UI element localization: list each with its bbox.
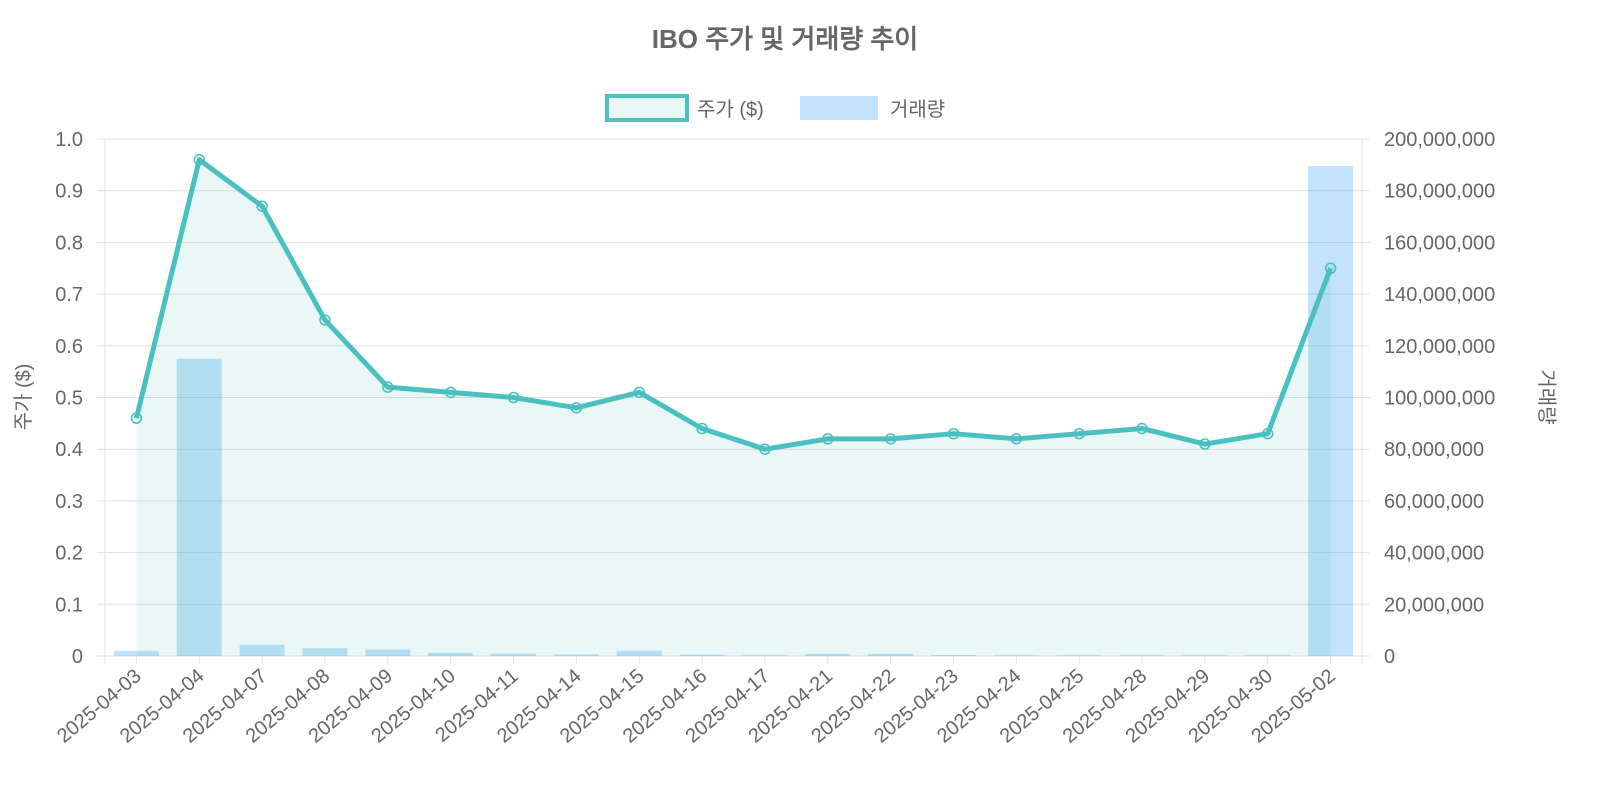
legend-label-volume[interactable]: 거래량 bbox=[890, 98, 945, 121]
volume-bar bbox=[679, 654, 725, 656]
y2-tick-label: 0 bbox=[1384, 646, 1395, 668]
y-tick-label: 0 bbox=[72, 646, 83, 668]
price-point bbox=[507, 391, 520, 404]
y-tick-label: 0.6 bbox=[55, 336, 83, 358]
volume-bar bbox=[993, 655, 1039, 656]
legend-label-price[interactable]: 주가 ($) bbox=[697, 98, 764, 121]
y2-tick-label: 20,000,000 bbox=[1384, 594, 1484, 616]
price-point bbox=[1136, 422, 1148, 435]
legend-swatch-price bbox=[605, 94, 689, 122]
price-point bbox=[633, 386, 645, 399]
y-tick-label: 0.3 bbox=[55, 491, 83, 513]
volume-bar bbox=[805, 653, 851, 656]
price-point bbox=[884, 433, 897, 445]
volume-bar bbox=[1119, 655, 1165, 656]
y-tick-label: 0.5 bbox=[55, 388, 83, 410]
y2-tick-label: 80,000,000 bbox=[1384, 439, 1484, 461]
price-point bbox=[193, 153, 206, 166]
price-point bbox=[444, 386, 457, 399]
volume-bar bbox=[1056, 655, 1102, 656]
y2-tick-label: 100,000,000 bbox=[1384, 388, 1495, 410]
price-point bbox=[759, 443, 771, 455]
volume-bar bbox=[553, 654, 599, 656]
price-point bbox=[256, 200, 268, 212]
y2-tick-label: 180,000,000 bbox=[1384, 181, 1495, 203]
volume-bar bbox=[742, 655, 788, 656]
volume-bar bbox=[616, 650, 662, 656]
y2-axis-label: 거래량 bbox=[1535, 369, 1558, 424]
price-point bbox=[319, 314, 331, 326]
y-tick-label: 1.0 bbox=[55, 129, 83, 151]
price-point bbox=[696, 422, 708, 435]
y-tick-label: 0.9 bbox=[55, 181, 83, 203]
y2-tick-label: 120,000,000 bbox=[1384, 336, 1495, 358]
price-point bbox=[1261, 427, 1274, 440]
price-line bbox=[133, 157, 1333, 452]
price-point bbox=[382, 381, 394, 393]
volume-bar bbox=[1245, 655, 1291, 656]
volume-bar bbox=[868, 653, 914, 656]
price-point bbox=[947, 427, 960, 440]
volume-bar bbox=[239, 644, 285, 656]
price-point bbox=[570, 402, 583, 414]
volume-bar bbox=[113, 650, 159, 656]
price-point bbox=[1010, 433, 1023, 445]
legend-swatch-volume bbox=[800, 96, 878, 120]
y2-tick-label: 200,000,000 bbox=[1384, 129, 1495, 151]
y2-tick-label: 140,000,000 bbox=[1384, 284, 1495, 306]
price-area-fill bbox=[136, 159, 1331, 656]
price-point bbox=[1199, 438, 1211, 450]
volume-bar bbox=[1308, 166, 1354, 656]
y-tick-label: 0.1 bbox=[55, 594, 83, 616]
y-tick-label: 0.8 bbox=[55, 232, 83, 254]
volume-bar bbox=[491, 653, 537, 656]
y-axis-label: 주가 ($) bbox=[12, 364, 35, 431]
volume-bar bbox=[1182, 655, 1228, 656]
volume-bar bbox=[930, 654, 976, 656]
y2-tick-label: 160,000,000 bbox=[1384, 232, 1495, 254]
price-point bbox=[822, 433, 834, 445]
volume-bar bbox=[302, 648, 348, 656]
y-tick-label: 0.2 bbox=[55, 543, 83, 565]
volume-bar bbox=[428, 652, 474, 656]
chart-title: IBO 주가 및 거래량 추이 bbox=[652, 24, 918, 54]
y-tick-label: 0.4 bbox=[55, 439, 83, 461]
price-point bbox=[1324, 262, 1337, 274]
volume-bar bbox=[365, 649, 411, 656]
y2-tick-label: 60,000,000 bbox=[1384, 491, 1484, 513]
price-point bbox=[1073, 427, 1085, 440]
y2-tick-label: 40,000,000 bbox=[1384, 543, 1484, 565]
volume-bar bbox=[176, 358, 222, 656]
y-tick-label: 0.7 bbox=[55, 284, 83, 306]
legend[interactable]: 주가 ($) 거래량 bbox=[605, 94, 945, 122]
price-point bbox=[130, 412, 143, 424]
